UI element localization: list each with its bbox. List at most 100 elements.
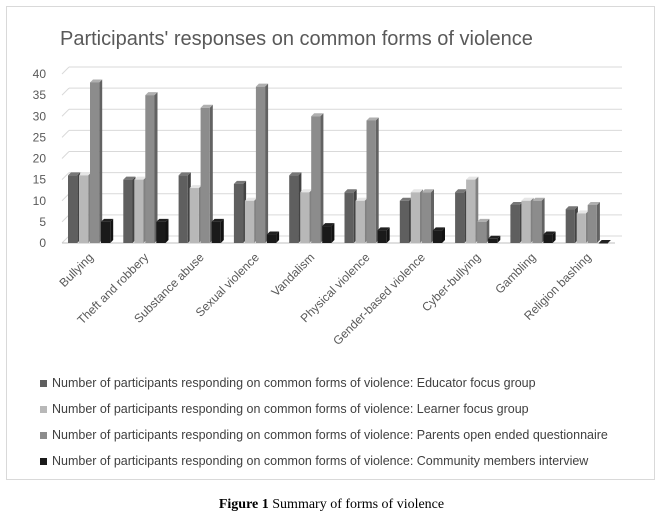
bar-top [521, 197, 534, 201]
bar [510, 201, 523, 243]
bar [543, 231, 556, 243]
y-tick-label: 30 [33, 109, 47, 123]
bar-front [366, 120, 376, 243]
bar-top [189, 185, 202, 189]
bar-front [233, 183, 244, 243]
bar-front [200, 107, 210, 243]
bar-top [543, 231, 556, 235]
bar-side [431, 189, 434, 243]
bar [156, 218, 169, 243]
bar-side [331, 223, 335, 243]
bar-side [486, 218, 490, 243]
bar [366, 117, 379, 243]
bar [68, 172, 81, 243]
bar-front [101, 221, 111, 243]
bar-top [477, 218, 490, 222]
bar-top [211, 218, 224, 222]
bar-front [289, 175, 299, 243]
bar-front [532, 200, 542, 243]
gridline-depth [61, 130, 70, 138]
bar-front [432, 230, 442, 243]
bar-top [488, 235, 501, 239]
bar-side [375, 117, 379, 243]
bar-top [377, 227, 390, 231]
bar-side [99, 79, 103, 243]
bar [145, 92, 158, 243]
bar [211, 218, 224, 243]
bar-top [576, 210, 589, 214]
x-tick-label: Vandalism [268, 250, 317, 299]
bar [255, 83, 269, 243]
bar-front [587, 204, 597, 243]
bar-top [344, 189, 357, 193]
bar-front [145, 95, 155, 243]
bar-front [311, 116, 321, 243]
bar-front [211, 221, 221, 243]
bar-top [156, 218, 169, 222]
legend-item: Number of participants responding on com… [40, 448, 608, 474]
bar-top [145, 92, 158, 96]
bar-side [209, 104, 213, 243]
legend-label: Number of participants responding on com… [52, 402, 529, 416]
bar-side [154, 92, 158, 243]
y-tick-label: 20 [33, 152, 47, 166]
legend-swatch [40, 379, 47, 387]
legend-label: Number of participants responding on com… [52, 376, 536, 390]
bar [355, 197, 368, 243]
bar-side [497, 235, 501, 243]
bar-top [587, 201, 600, 205]
bar [488, 235, 501, 243]
bar-top [311, 113, 324, 117]
bar [410, 189, 423, 243]
bar-top [510, 201, 523, 205]
bar [244, 197, 258, 243]
chart-title: Participants' responses on common forms … [60, 28, 533, 50]
bar-side [265, 83, 269, 243]
bar-top [399, 197, 412, 201]
bar-top [244, 197, 258, 201]
bar-top [233, 180, 247, 184]
bar-front [565, 209, 575, 243]
bar-top [355, 197, 368, 201]
bar-top [421, 189, 434, 193]
bar [432, 227, 445, 243]
bar [421, 189, 434, 243]
legend-label: Number of participants responding on com… [52, 454, 589, 468]
bar [178, 172, 191, 243]
bar-top [255, 83, 269, 87]
bar-front [266, 234, 277, 243]
bar [399, 197, 412, 243]
bar [123, 176, 136, 243]
bar [477, 218, 490, 243]
bar [322, 223, 335, 243]
figure-caption: Figure 1 Summary of forms of violence [0, 497, 663, 513]
bar [266, 231, 280, 243]
x-tick-label: Gender-based violence [330, 250, 428, 348]
bar-side [442, 227, 445, 243]
bar [521, 197, 534, 243]
bar-top [289, 172, 302, 176]
bar-side [165, 218, 169, 243]
bar-top [455, 189, 468, 193]
bar [289, 172, 302, 243]
bar-front [510, 204, 520, 243]
bar-front [455, 192, 465, 243]
gridline-depth [61, 235, 70, 244]
figure-caption-text: Summary of forms of violence [272, 497, 445, 512]
bar [598, 240, 611, 244]
bar-top [532, 197, 545, 201]
gridline-depth [61, 66, 70, 75]
y-tick-label: 25 [33, 130, 47, 144]
gridline-depth [61, 151, 70, 159]
legend-item: Number of participants responding on com… [40, 370, 608, 396]
y-tick-label: 15 [33, 173, 47, 187]
bar-top [565, 206, 578, 210]
bar-top [598, 240, 611, 243]
bar [233, 180, 247, 243]
bar-top [300, 189, 313, 193]
bar-side [552, 231, 556, 243]
figure-label: Figure 1 [218, 497, 269, 512]
bar-top [266, 231, 280, 235]
bar-front [255, 86, 266, 243]
